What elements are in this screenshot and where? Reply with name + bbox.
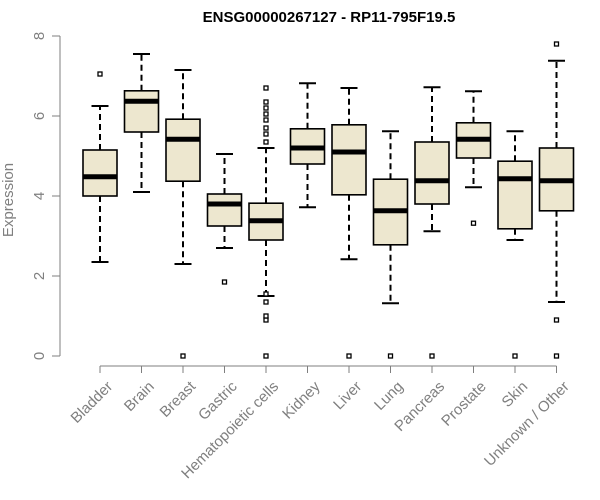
outlier-point [221, 279, 228, 285]
box-gastric [206, 153, 243, 285]
box-prostate [455, 90, 492, 226]
x-tick-label: Bladder [68, 378, 117, 427]
outlier-point [512, 353, 518, 359]
outlier-point [263, 117, 269, 123]
box-bladder [82, 71, 118, 263]
outlier-point [263, 299, 269, 305]
outlier-point [263, 125, 269, 131]
outlier-point [263, 353, 269, 359]
x-tick-label: Prostate [438, 378, 490, 430]
box-kidney [289, 82, 326, 209]
y-tick-label: 6 [31, 112, 48, 120]
y-tick-label: 8 [31, 32, 48, 40]
outlier-point [553, 353, 560, 359]
box-pancreas [414, 86, 450, 359]
iqr-box [82, 149, 118, 197]
x-tick-label: Liver [330, 378, 365, 413]
outlier-point [470, 220, 477, 226]
chart-title: ENSG00000267127 - RP11-795F19.5 [203, 9, 456, 26]
outlier-point [387, 353, 394, 359]
y-tick-label: 0 [31, 352, 48, 360]
outlier-point [263, 131, 269, 137]
box-brain [123, 53, 160, 193]
outlier-point [263, 313, 269, 319]
outlier-point [263, 291, 269, 297]
outlier-point [429, 353, 435, 359]
iqr-box [206, 193, 243, 227]
iqr-box [123, 90, 160, 133]
box-breast [165, 69, 201, 359]
outlier-point [346, 353, 352, 359]
outlier-point [263, 139, 269, 145]
x-tick-label: Lung [371, 378, 407, 414]
outlier-point [263, 85, 269, 91]
x-tick-label: Breast [157, 378, 200, 421]
box-liver [331, 87, 367, 359]
x-tick-label: Brain [121, 378, 158, 415]
x-tick-label: Skin [499, 378, 532, 411]
box-lung [372, 130, 409, 359]
y-axis: 0 2 4 6 8 [31, 32, 61, 360]
boxes-group [82, 41, 575, 359]
box-hematopoietic-cells [248, 85, 284, 359]
box-skin [497, 130, 533, 359]
iqr-box [331, 124, 367, 196]
y-axis-label: Expression [0, 163, 17, 237]
outlier-point [263, 99, 269, 105]
iqr-box [165, 118, 201, 182]
y-tick-label: 2 [31, 272, 48, 280]
iqr-box [497, 160, 533, 230]
outlier-point [553, 317, 560, 323]
box-unknown-other [538, 41, 575, 359]
iqr-box [414, 141, 450, 205]
outlier-point [553, 41, 560, 47]
outlier-point [263, 111, 269, 117]
outlier-point [97, 71, 103, 77]
outlier-point [180, 353, 186, 359]
y-tick-label: 4 [31, 192, 48, 200]
x-tick-label: Kidney [279, 378, 324, 423]
outlier-point [263, 105, 269, 111]
